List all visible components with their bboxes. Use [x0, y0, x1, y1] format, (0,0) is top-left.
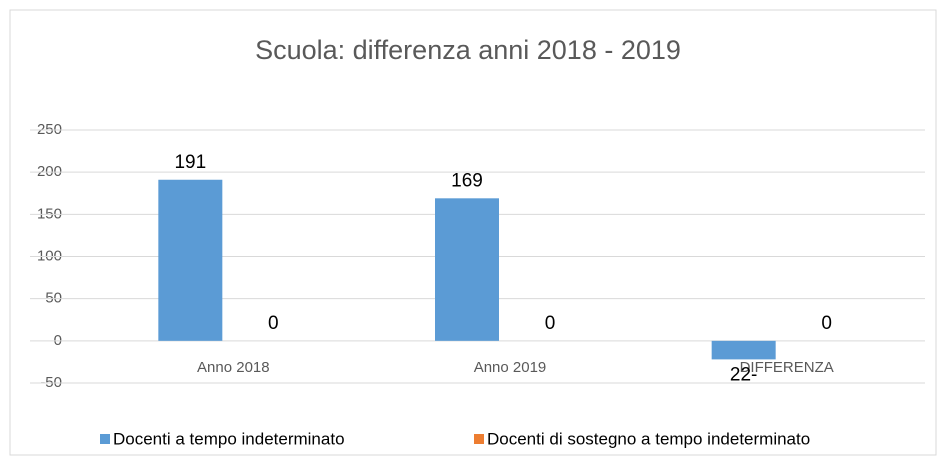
y-tick-label: 100 — [37, 247, 62, 264]
bar — [711, 340, 776, 360]
y-tick-label: 50 — [45, 290, 62, 307]
bar — [158, 179, 223, 341]
data-label: 0 — [821, 313, 832, 334]
x-tick-label: Anno 2018 — [197, 359, 270, 376]
x-tick-label: DIFFERENZA — [740, 359, 834, 376]
legend-label: Docenti a tempo indeterminato — [113, 429, 345, 448]
data-label: 0 — [268, 313, 279, 334]
data-label: 191 — [174, 152, 206, 173]
y-tick-label: 150 — [37, 205, 62, 222]
y-tick-label: 200 — [37, 163, 62, 180]
y-tick-label: -50 — [40, 374, 62, 391]
x-tick-label: Anno 2019 — [474, 359, 547, 376]
bar — [435, 198, 499, 341]
data-label: 169 — [451, 170, 483, 191]
chart-title: Scuola: differenza anni 2018 - 2019 — [255, 35, 681, 65]
data-label: 0 — [545, 313, 556, 334]
y-tick-label: 250 — [37, 121, 62, 138]
y-tick-label: 0 — [54, 332, 62, 349]
data-label: 22- — [730, 364, 757, 385]
legend-swatch — [474, 434, 484, 444]
legend-swatch — [100, 434, 110, 444]
legend-label: Docenti di sostegno a tempo indeterminat… — [487, 429, 810, 448]
